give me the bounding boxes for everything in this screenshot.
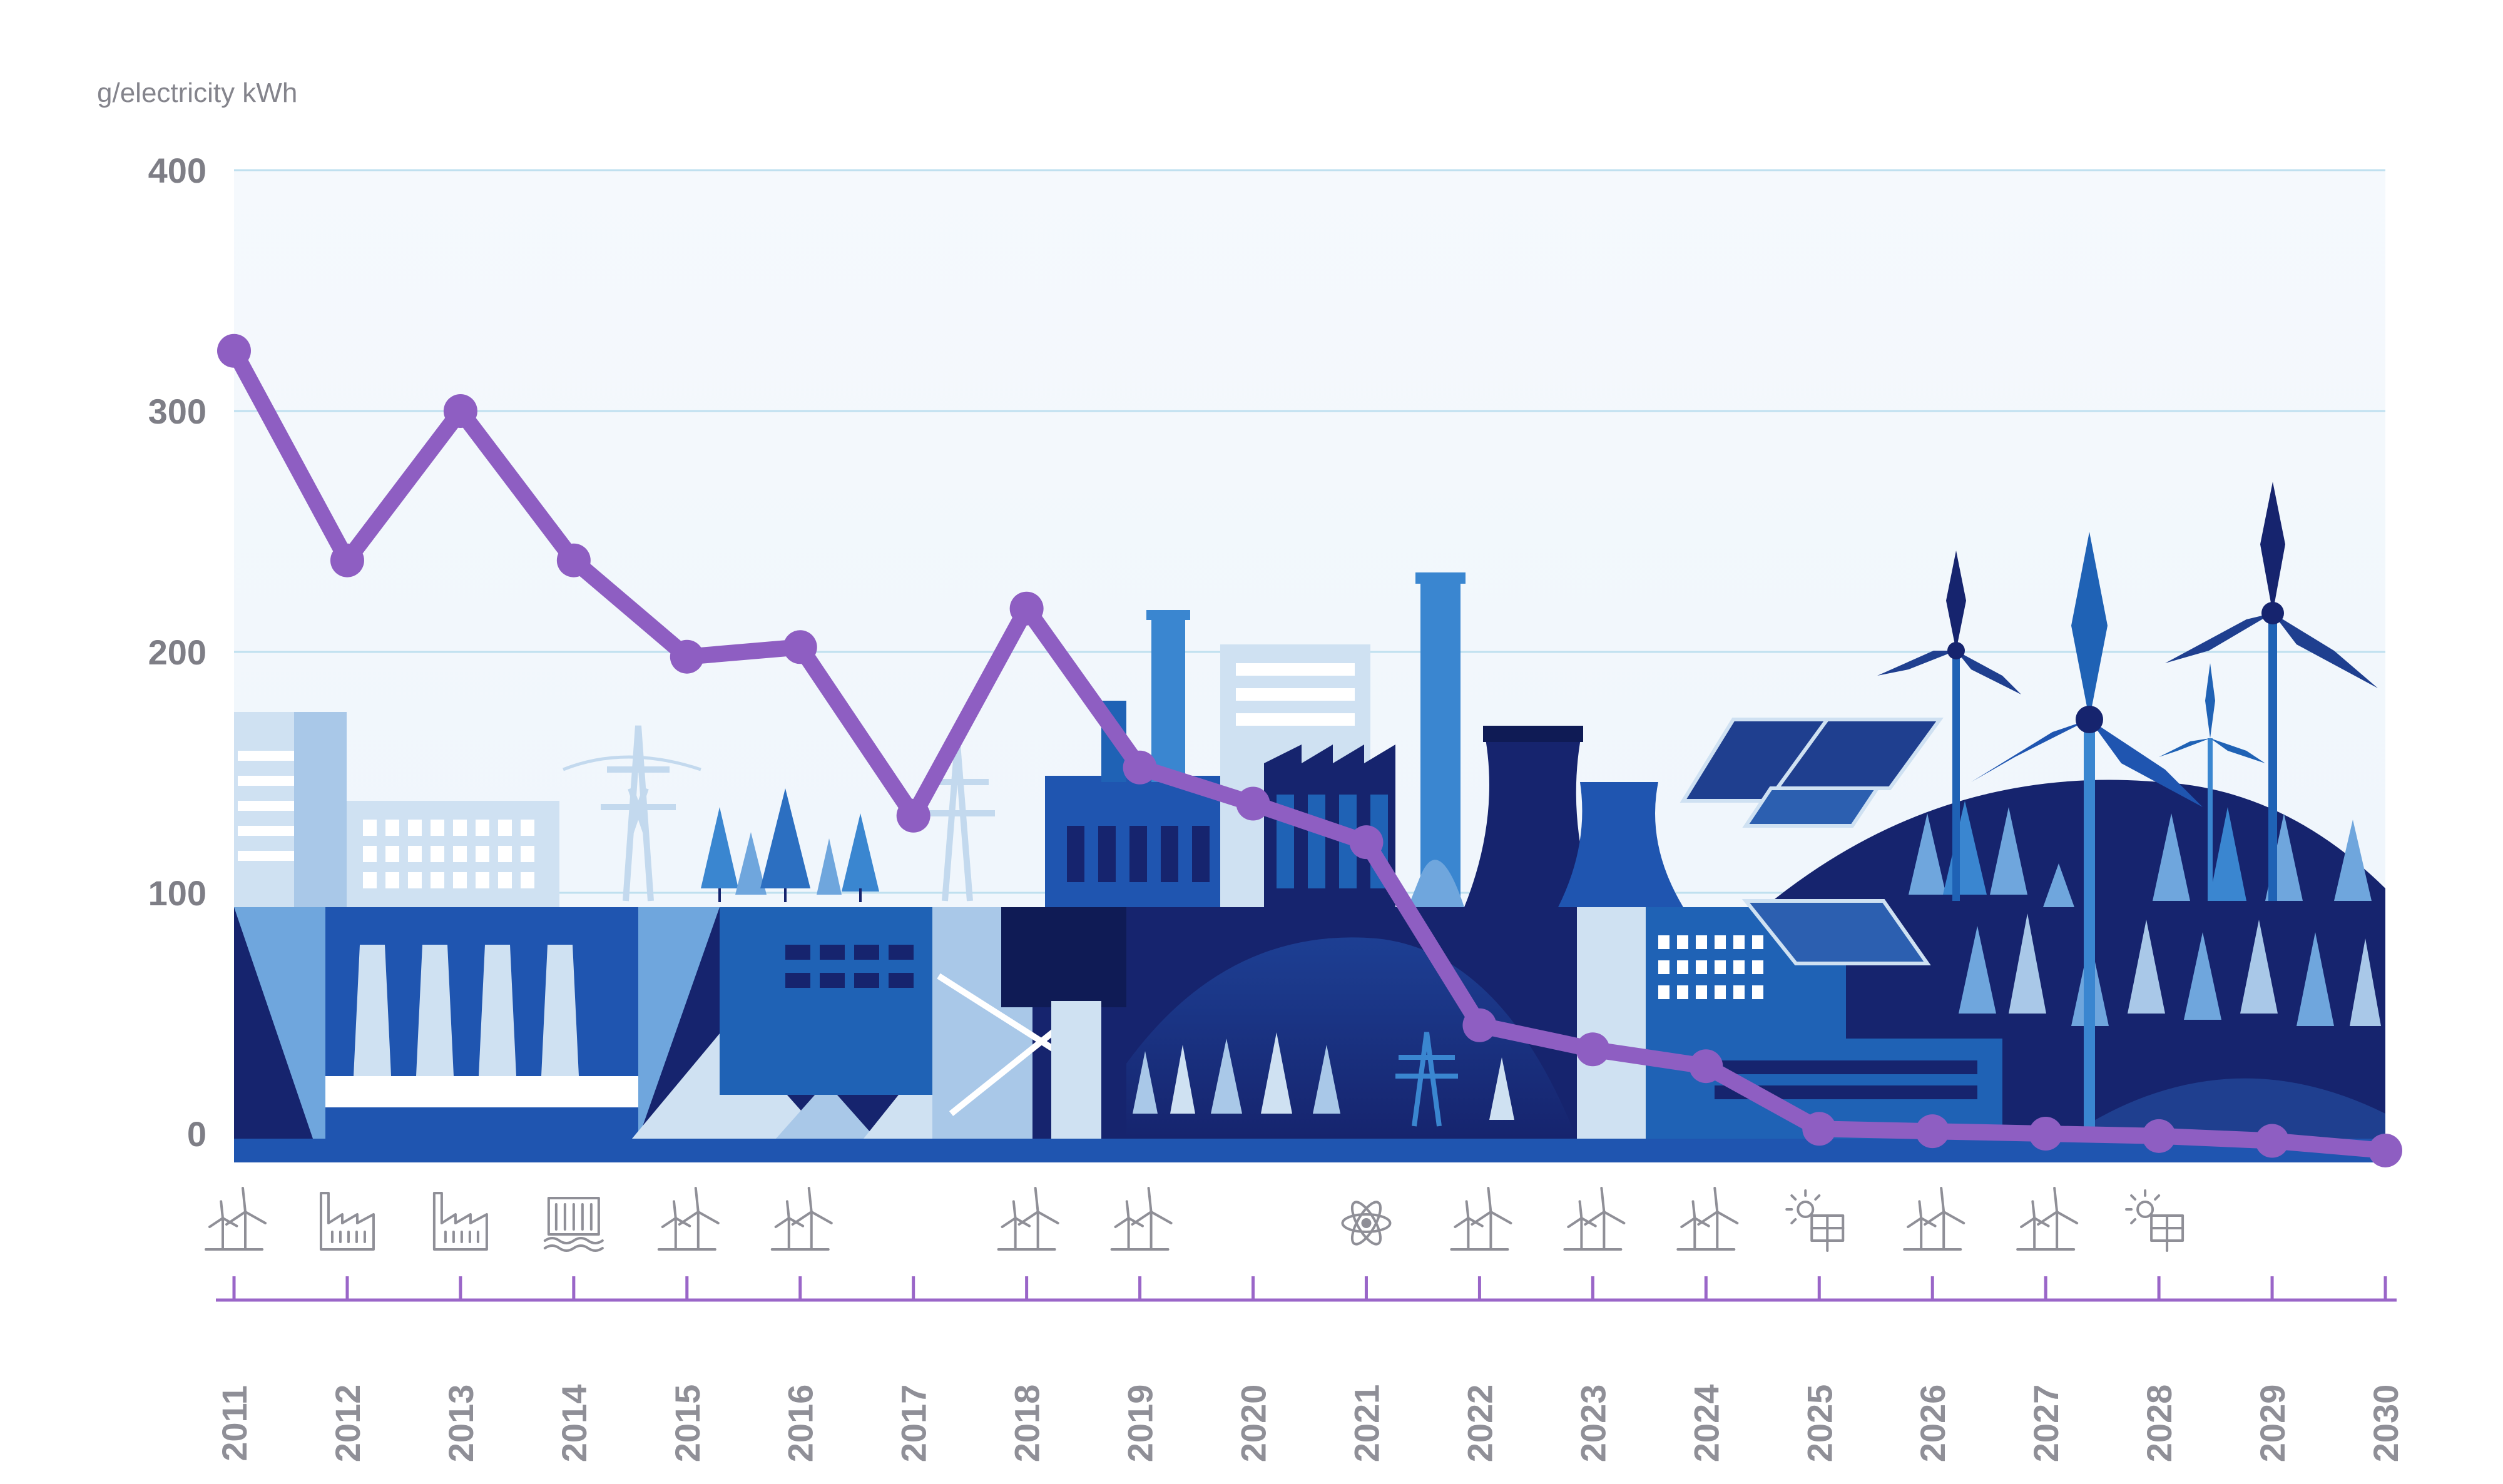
hill-lower-right xyxy=(2065,1078,2385,1139)
emissions-line xyxy=(217,333,2402,1167)
solar-panels xyxy=(1680,718,1944,828)
wind-turbine-icon xyxy=(1676,1187,1739,1251)
solar-panel-icon xyxy=(1785,1189,1845,1252)
x-tick-label: 2022 xyxy=(1460,1385,1499,1463)
x-tick-label: 2030 xyxy=(2366,1385,2405,1463)
wind-turbine-icon xyxy=(2016,1187,2079,1251)
tall-building-right xyxy=(1577,907,1646,1139)
y-tick-label: 100 xyxy=(148,873,206,913)
wind-turbines xyxy=(1877,482,2378,1151)
central-building xyxy=(720,907,932,1095)
hydro-foam xyxy=(325,1076,638,1107)
pylon-lower xyxy=(1395,1032,1458,1127)
data-point xyxy=(1236,786,1270,821)
data-point xyxy=(2368,1133,2402,1167)
wind-turbine-icon xyxy=(1563,1187,1626,1251)
wind-turbine-icon xyxy=(205,1187,267,1251)
x-tick-label: 2011 xyxy=(215,1385,254,1461)
factory-icon xyxy=(432,1192,488,1251)
x-tick-label: 2029 xyxy=(2253,1385,2292,1463)
data-point xyxy=(2255,1124,2290,1158)
energy-landscape-illustration xyxy=(234,482,2385,1162)
data-point xyxy=(1915,1114,1950,1149)
light-tower xyxy=(1051,1001,1101,1139)
tower-building-windows xyxy=(1236,663,1355,726)
y-tick-label: 300 xyxy=(148,392,206,431)
milestone-icons xyxy=(205,1187,2184,1252)
pine-trees-lower xyxy=(1133,1032,1514,1120)
x-tick-label: 2020 xyxy=(1234,1385,1273,1463)
x-tick-label: 2025 xyxy=(1800,1385,1839,1463)
data-point xyxy=(1009,591,1044,626)
factory-icon xyxy=(319,1192,375,1251)
hydro-plant-icon xyxy=(543,1197,604,1252)
data-point xyxy=(1123,750,1157,785)
data-point xyxy=(1576,1032,1610,1067)
long-hall-windows xyxy=(1715,1060,1977,1099)
ground-strip xyxy=(234,1139,2385,1162)
x-tick-label: 2023 xyxy=(1573,1385,1613,1463)
data-point xyxy=(670,639,704,674)
wind-turbine-icon xyxy=(1110,1187,1173,1251)
data-point xyxy=(443,394,477,428)
x-tick-label: 2024 xyxy=(1686,1385,1726,1463)
x-tick-label: 2016 xyxy=(781,1385,820,1463)
data-point xyxy=(1802,1112,1837,1146)
data-point xyxy=(2029,1117,2063,1151)
factory-right-windows xyxy=(1658,935,1763,999)
y-tick-label: 0 xyxy=(187,1114,206,1154)
data-point xyxy=(1689,1049,1723,1084)
x-tick-label: 2021 xyxy=(1347,1385,1386,1463)
x-tick-label: 2026 xyxy=(1913,1385,1952,1463)
cooling-towers xyxy=(1408,726,1683,907)
office-windows xyxy=(238,751,294,861)
x-tick-label: 2013 xyxy=(441,1385,481,1463)
x-tick-label: 2027 xyxy=(2026,1385,2066,1463)
x-tick-label: 2014 xyxy=(554,1385,594,1463)
solar-panel-icon xyxy=(2125,1189,2184,1252)
x-tick-label: 2019 xyxy=(1121,1385,1160,1463)
wind-turbine-icon xyxy=(1450,1187,1512,1251)
mountain-small xyxy=(776,1082,876,1139)
data-point xyxy=(1462,1008,1497,1042)
data-point xyxy=(217,333,251,368)
x-tick-label: 2012 xyxy=(328,1385,367,1463)
data-point xyxy=(556,543,591,577)
timeline-axis: 2011 2012 2013 2014 2015 2016 2017 2018 2019 2020… xyxy=(215,1276,2405,1462)
y-axis: 0 100 200 300 400 xyxy=(148,151,206,1154)
hydro-spillways xyxy=(354,945,579,1076)
pine-trees-upper xyxy=(701,788,879,902)
wind-turbine-icon xyxy=(657,1187,720,1251)
x-tick-label: 2017 xyxy=(894,1385,934,1463)
data-point xyxy=(783,630,817,664)
office-building-shade xyxy=(294,712,347,907)
dark-block xyxy=(1001,907,1126,1007)
x-tick-label: 2028 xyxy=(2139,1385,2179,1463)
solar-panels-lower xyxy=(1741,899,1931,965)
atom-icon xyxy=(1341,1201,1392,1246)
wind-turbine-icon xyxy=(997,1187,1059,1251)
central-building-windows xyxy=(785,945,914,988)
data-point xyxy=(1349,825,1384,860)
x-tick-label: 2015 xyxy=(668,1385,707,1463)
data-point xyxy=(896,798,930,833)
power-pylon xyxy=(563,725,701,902)
wind-turbine-icon xyxy=(770,1187,833,1251)
series-line xyxy=(226,342,2393,1159)
y-tick-label: 200 xyxy=(148,633,206,672)
low-building-windows xyxy=(363,820,534,888)
x-tick-label: 2018 xyxy=(1007,1385,1047,1463)
factory-left xyxy=(1045,610,1233,907)
wind-turbine-icon xyxy=(1903,1187,1965,1251)
data-point xyxy=(330,543,364,577)
y-axis-label: g/electricity kWh xyxy=(97,78,297,108)
data-point xyxy=(2142,1119,2176,1153)
y-tick-label: 400 xyxy=(148,151,206,190)
